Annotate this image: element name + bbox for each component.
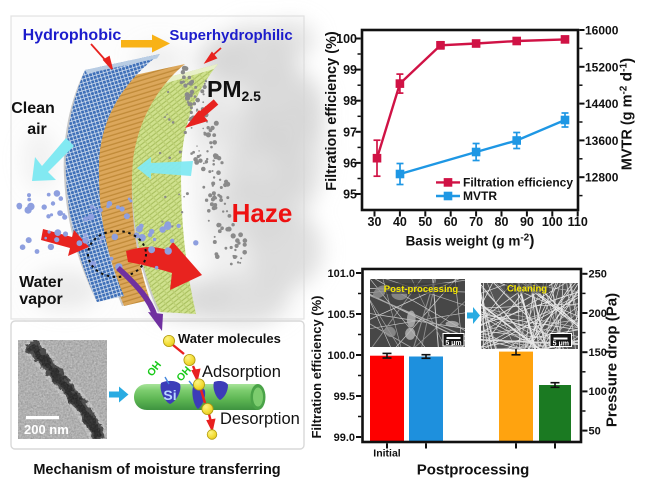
svg-text:15200: 15200 <box>585 60 619 74</box>
svg-text:97: 97 <box>343 125 357 139</box>
svg-text:96: 96 <box>343 156 357 170</box>
svg-text:99.5: 99.5 <box>334 391 355 403</box>
svg-text:MVTR (g m-2 d-1): MVTR (g m-2 d-1) <box>619 58 636 170</box>
svg-text:100: 100 <box>542 215 563 229</box>
svg-text:Cleaning: Cleaning <box>507 284 547 295</box>
svg-text:70: 70 <box>469 215 483 229</box>
svg-text:99.0: 99.0 <box>334 432 355 444</box>
svg-text:16000: 16000 <box>585 24 619 38</box>
svg-text:98: 98 <box>343 94 357 108</box>
svg-text:60: 60 <box>444 215 458 229</box>
svg-text:150: 150 <box>589 347 607 359</box>
svg-text:MVTR: MVTR <box>463 189 497 203</box>
svg-text:50: 50 <box>418 215 432 229</box>
svg-text:100.0: 100.0 <box>327 350 355 362</box>
svg-text:101.0: 101.0 <box>327 268 355 280</box>
svg-text:200 nm: 200 nm <box>24 422 69 437</box>
svg-text:14400: 14400 <box>585 97 619 111</box>
svg-text:80: 80 <box>495 215 509 229</box>
svg-text:5 μm: 5 μm <box>445 340 461 347</box>
svg-text:50: 50 <box>589 425 601 437</box>
svg-text:12800: 12800 <box>585 171 619 185</box>
svg-text:Initial: Initial <box>373 448 401 460</box>
svg-text:Filtration efficiency (%): Filtration efficiency (%) <box>324 31 340 191</box>
svg-text:Desorption: Desorption <box>220 410 300 428</box>
svg-text:13600: 13600 <box>585 134 619 148</box>
svg-text:95: 95 <box>343 188 357 202</box>
svg-text:40: 40 <box>393 215 407 229</box>
svg-text:Water: Water <box>19 274 63 291</box>
svg-text:30: 30 <box>368 215 382 229</box>
svg-text:Basis weight (g m-2): Basis weight (g m-2) <box>406 233 535 250</box>
svg-text:Mechanism of moisture transfer: Mechanism of moisture transferring <box>33 462 280 478</box>
svg-text:Adsorption: Adsorption <box>202 363 281 381</box>
svg-text:Pressure drop (Pa): Pressure drop (Pa) <box>604 293 621 427</box>
svg-text:Water molecules: Water molecules <box>178 331 281 346</box>
svg-text:Filtration efficiency (%): Filtration efficiency (%) <box>309 295 324 438</box>
svg-text:air: air <box>27 121 47 138</box>
svg-text:Filtration efficiency: Filtration efficiency <box>463 176 573 190</box>
svg-text:100.5: 100.5 <box>327 309 355 321</box>
svg-text:100: 100 <box>336 32 357 46</box>
svg-text:5 μm: 5 μm <box>553 341 569 348</box>
svg-text:90: 90 <box>520 215 534 229</box>
svg-text:Hydrophobic: Hydrophobic <box>23 27 122 44</box>
svg-text:110: 110 <box>568 215 588 229</box>
svg-text:250: 250 <box>589 269 607 281</box>
svg-text:Post-processing: Post-processing <box>384 284 459 295</box>
svg-text:99: 99 <box>343 63 357 77</box>
svg-text:Si: Si <box>163 387 176 403</box>
svg-text:Haze: Haze <box>232 198 293 228</box>
svg-text:Superhydrophilic: Superhydrophilic <box>169 27 292 44</box>
svg-text:100: 100 <box>589 386 607 398</box>
svg-text:Clean: Clean <box>11 100 55 117</box>
svg-text:vapor: vapor <box>19 291 63 308</box>
svg-text:200: 200 <box>589 308 607 320</box>
svg-text:Postprocessing: Postprocessing <box>417 462 530 479</box>
